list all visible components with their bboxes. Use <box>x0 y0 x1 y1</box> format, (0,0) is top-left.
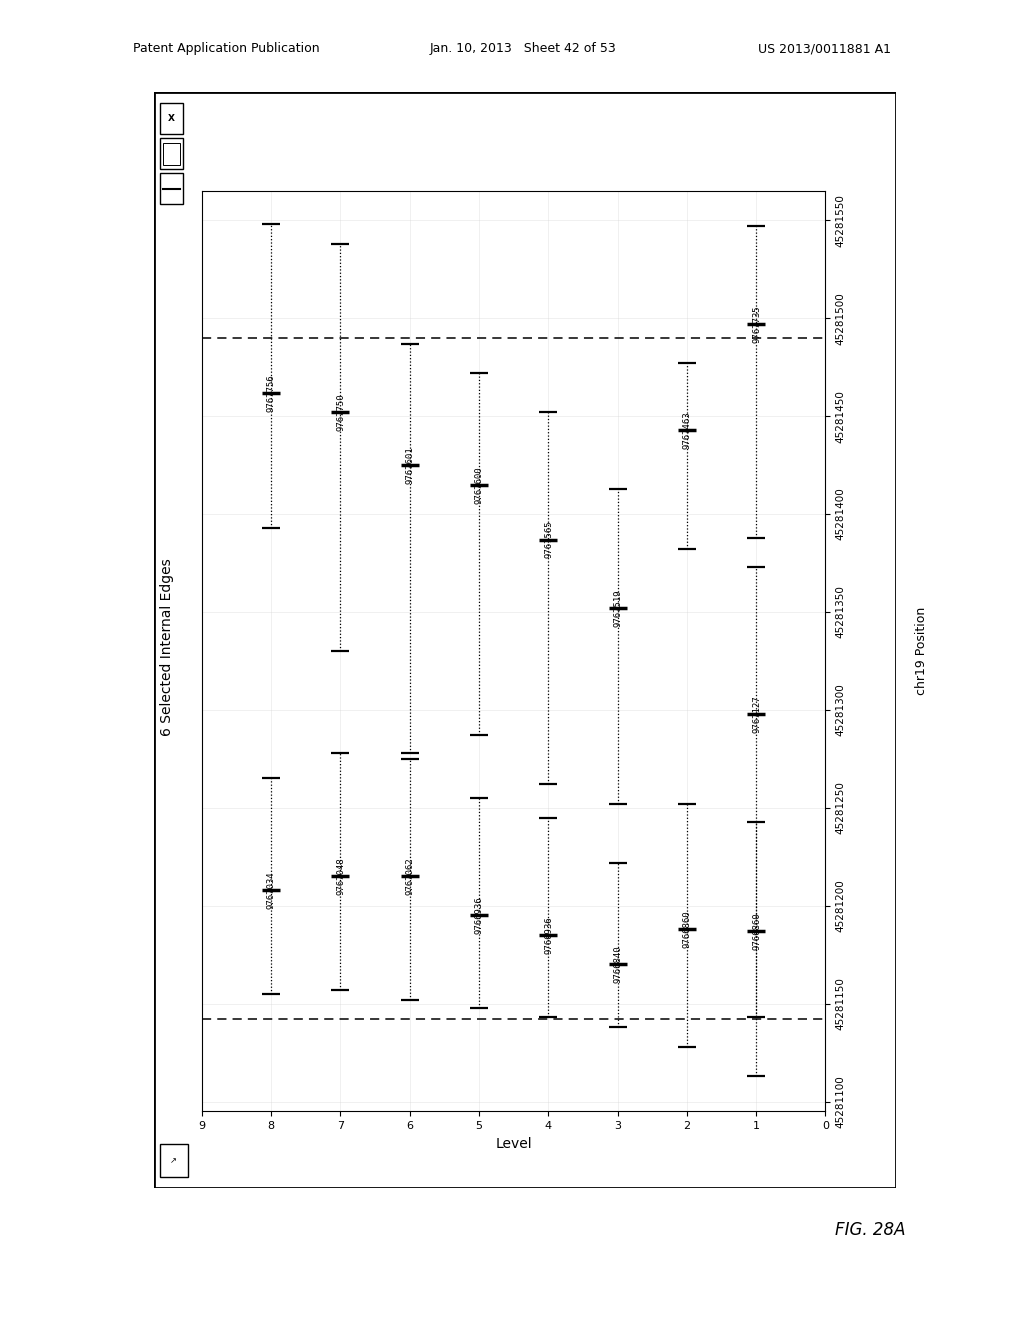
Text: 9767750: 9767750 <box>336 393 345 432</box>
Text: Jan. 10, 2013   Sheet 42 of 53: Jan. 10, 2013 Sheet 42 of 53 <box>430 42 616 55</box>
Bar <box>160 103 183 135</box>
Text: 9767565: 9767565 <box>544 520 553 558</box>
Text: 9767735: 9767735 <box>752 305 761 343</box>
Text: 9767600: 9767600 <box>475 466 484 503</box>
Text: 9766840: 9766840 <box>613 945 623 983</box>
Text: 9766860: 9766860 <box>752 912 761 950</box>
Bar <box>160 139 183 169</box>
Text: 9766936: 9766936 <box>475 896 484 935</box>
Y-axis label: chr19 Position: chr19 Position <box>914 607 928 696</box>
Text: Patent Application Publication: Patent Application Publication <box>133 42 319 55</box>
X-axis label: Level: Level <box>496 1137 532 1151</box>
Text: 9767048: 9767048 <box>336 858 345 895</box>
Text: FIG. 28A: FIG. 28A <box>836 1221 905 1239</box>
Text: 6 Selected Internal Edges: 6 Selected Internal Edges <box>160 558 174 735</box>
Text: 9766860: 9766860 <box>683 911 692 948</box>
Text: 9767601: 9767601 <box>406 446 415 484</box>
Bar <box>160 1144 187 1177</box>
Text: X: X <box>168 115 175 123</box>
Text: 9767034: 9767034 <box>267 871 276 909</box>
Text: 9767127: 9767127 <box>752 696 761 733</box>
Text: 9767463: 9767463 <box>683 411 692 449</box>
Text: 9766936: 9766936 <box>544 916 553 954</box>
Bar <box>163 143 180 165</box>
Text: 9767519: 9767519 <box>613 589 623 627</box>
Text: US 2013/0011881 A1: US 2013/0011881 A1 <box>758 42 891 55</box>
Text: ↗: ↗ <box>170 1156 177 1166</box>
Text: 9767756: 9767756 <box>267 374 276 412</box>
Text: 9767062: 9767062 <box>406 858 415 895</box>
Bar <box>160 173 183 205</box>
